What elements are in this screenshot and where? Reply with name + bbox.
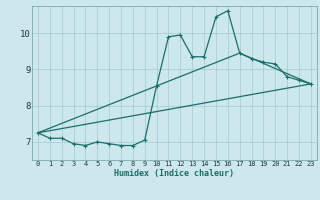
X-axis label: Humidex (Indice chaleur): Humidex (Indice chaleur) bbox=[115, 169, 234, 178]
